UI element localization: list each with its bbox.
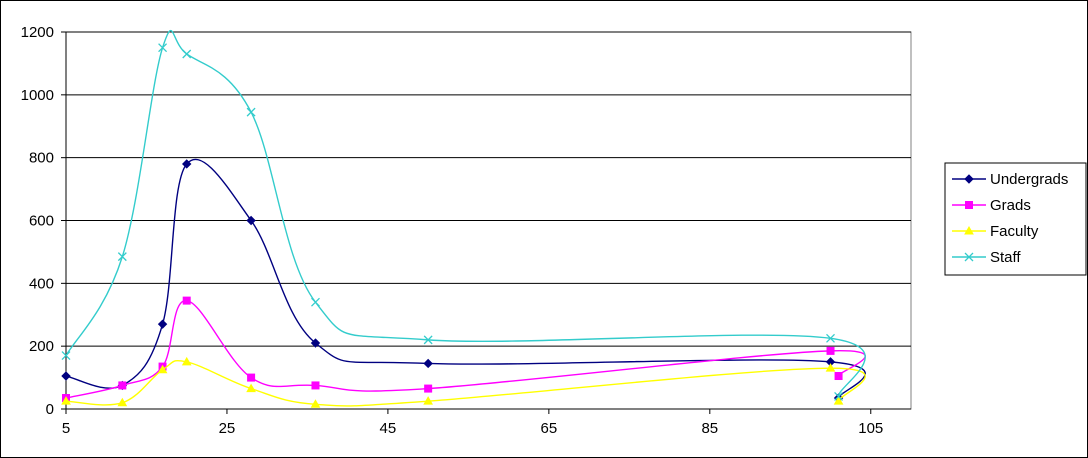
data-point-undergrads-marker [246,215,256,226]
data-point-undergrads-marker [157,319,168,329]
data-point-faculty-marker [310,399,321,408]
data-point-grads-marker [826,346,835,355]
data-point-undergrads-marker [310,338,321,348]
data-point-undergrads-marker [182,159,192,169]
data-point-faculty-marker [117,397,128,407]
x-axis-ticks: 5 25 45 65 85 105 [62,409,883,437]
legend-faculty-marker [964,225,974,235]
legend-item-undergrads: Undergrads [952,171,1068,188]
series-staff [61,30,866,401]
x-tick-label: 25 [219,420,236,437]
data-point-grads-marker [118,381,127,390]
series-faculty [61,356,866,408]
y-tick-label: 800 [29,150,54,167]
data-point-staff-marker [182,49,192,59]
data-point-faculty-marker [833,396,844,405]
legend-item-staff: Staff [952,249,1021,266]
legend-label-grads: Grads [990,197,1031,214]
data-point-faculty-marker [246,383,256,393]
series-line-grads [65,299,866,399]
data-point-faculty-marker [423,396,434,405]
y-tick-label: 1000 [21,87,54,104]
data-point-faculty-marker [181,356,192,366]
data-point-grads-marker [424,384,433,393]
data-point-staff-marker [834,391,844,401]
legend: Undergrads Grads Faculty Staff [944,162,1087,276]
data-point-faculty-marker [157,364,168,374]
data-point-grads-marker [834,372,843,381]
data-point-staff-marker [423,335,433,345]
series-lines [61,30,866,408]
legend-label-staff: Staff [990,249,1021,266]
data-point-faculty-marker [825,363,836,372]
x-tick-label: 85 [701,420,718,437]
y-tick-label: 400 [29,275,54,292]
legend-label-undergrads: Undergrads [990,171,1068,188]
legend-undergrads-marker [964,174,974,184]
data-point-staff-marker [826,333,835,343]
data-point-staff-marker [158,43,168,53]
legend-item-grads: Grads [952,197,1031,214]
series-line-staff [65,30,866,397]
y-tick-label: 600 [29,213,54,230]
x-tick-label: 45 [380,420,397,437]
x-tick-label: 65 [541,420,558,437]
data-point-faculty-marker [61,396,71,405]
data-point-grads-marker [247,373,256,382]
series-undergrads [61,158,866,403]
gridlines [65,31,911,410]
data-point-grads-marker [182,296,191,305]
legend-grads-marker [965,201,973,209]
data-point-undergrads-marker [61,371,71,381]
series-line-undergrads [65,158,866,399]
x-tick-label: 5 [62,420,70,437]
y-tick-label: 1200 [21,24,54,41]
data-point-staff-marker [311,297,320,307]
y-tick-label: 200 [29,338,54,355]
y-tick-label: 0 [46,401,54,418]
data-point-staff-marker [246,107,256,117]
data-point-grads-marker [311,381,320,390]
y-axis-ticks: 0 200 400 600 800 1000 1200 [21,24,66,418]
x-tick-label: 105 [858,420,883,437]
legend-label-faculty: Faculty [990,223,1039,240]
legend-staff-marker [964,252,974,262]
legend-item-faculty: Faculty [952,223,1039,240]
data-point-staff-marker [61,351,71,361]
data-point-staff-marker [117,252,127,262]
data-point-undergrads-marker [423,358,433,369]
